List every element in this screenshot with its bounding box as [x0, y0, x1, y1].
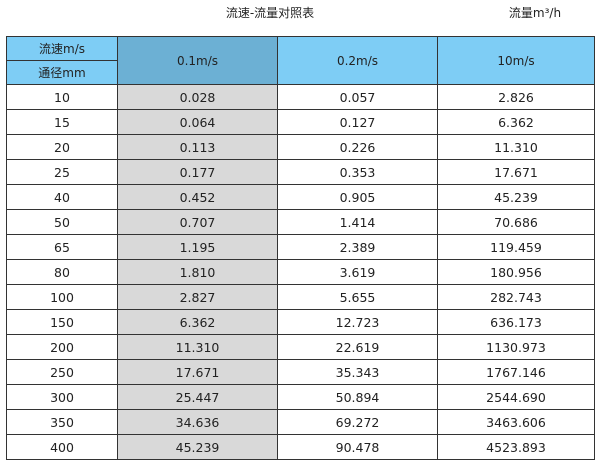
flow-cell: 0.064 [117, 109, 278, 135]
header-diameter: 通径mm [6, 60, 118, 85]
flow-cell: 0.353 [277, 159, 438, 185]
flow-cell: 0.177 [117, 159, 278, 185]
flow-cell: 0.707 [117, 209, 278, 235]
diameter-cell: 20 [6, 134, 118, 160]
flow-cell: 0.127 [277, 109, 438, 135]
flow-cell: 282.743 [437, 284, 595, 310]
header-col-2: 10m/s [437, 36, 595, 85]
table-row: 350 34.636 69.272 3463.606 [6, 409, 595, 435]
flow-cell: 0.113 [117, 134, 278, 160]
header-velocity: 流速m/s [6, 36, 118, 61]
flow-cell: 119.459 [437, 234, 595, 260]
flow-cell: 6.362 [117, 309, 278, 335]
diameter-cell: 25 [6, 159, 118, 185]
flow-cell: 45.239 [117, 434, 278, 460]
flow-cell: 0.452 [117, 184, 278, 210]
header-col-0: 0.1m/s [117, 36, 278, 85]
table-row: 10 0.028 0.057 2.826 [6, 84, 595, 110]
diameter-cell: 300 [6, 384, 118, 410]
flow-cell: 1.414 [277, 209, 438, 235]
diameter-cell: 250 [6, 359, 118, 385]
flow-cell: 11.310 [117, 334, 278, 360]
flow-cell: 25.447 [117, 384, 278, 410]
table-row: 65 1.195 2.389 119.459 [6, 234, 595, 260]
diameter-cell: 65 [6, 234, 118, 260]
diameter-cell: 50 [6, 209, 118, 235]
header-col-1: 0.2m/s [277, 36, 438, 85]
flow-cell: 34.636 [117, 409, 278, 435]
flow-cell: 70.686 [437, 209, 595, 235]
flow-cell: 22.619 [277, 334, 438, 360]
flow-cell: 2.826 [437, 84, 595, 110]
flow-cell: 636.173 [437, 309, 595, 335]
flow-cell: 35.343 [277, 359, 438, 385]
table-row: 400 45.239 90.478 4523.893 [6, 434, 595, 460]
flow-cell: 0.028 [117, 84, 278, 110]
table-row: 300 25.447 50.894 2544.690 [6, 384, 595, 410]
flow-cell: 50.894 [277, 384, 438, 410]
table-row: 50 0.707 1.414 70.686 [6, 209, 595, 235]
flow-cell: 3.619 [277, 259, 438, 285]
table-row: 250 17.671 35.343 1767.146 [6, 359, 595, 385]
flow-cell: 2.827 [117, 284, 278, 310]
flow-cell: 180.956 [437, 259, 595, 285]
table-row: 40 0.452 0.905 45.239 [6, 184, 595, 210]
diameter-cell: 15 [6, 109, 118, 135]
flow-cell: 2.389 [277, 234, 438, 260]
flow-cell: 90.478 [277, 434, 438, 460]
flow-cell: 1767.146 [437, 359, 595, 385]
flow-cell: 4523.893 [437, 434, 595, 460]
table-row: 80 1.810 3.619 180.956 [6, 259, 595, 285]
diameter-cell: 40 [6, 184, 118, 210]
flow-cell: 69.272 [277, 409, 438, 435]
diameter-cell: 400 [6, 434, 118, 460]
flow-cell: 1130.973 [437, 334, 595, 360]
flow-rate-table: 流速m/s 0.1m/s 0.2m/s 10m/s 通径mm 10 0.028 0.… [6, 36, 595, 460]
flow-cell: 6.362 [437, 109, 595, 135]
diameter-cell: 100 [6, 284, 118, 310]
flow-cell: 0.057 [277, 84, 438, 110]
diameter-cell: 200 [6, 334, 118, 360]
flow-cell: 12.723 [277, 309, 438, 335]
flow-cell: 0.226 [277, 134, 438, 160]
flow-cell: 1.195 [117, 234, 278, 260]
flow-cell: 2544.690 [437, 384, 595, 410]
table-title: 流速-流量对照表 [225, 6, 315, 20]
flow-cell: 5.655 [277, 284, 438, 310]
flow-cell: 45.239 [437, 184, 595, 210]
flow-cell: 11.310 [437, 134, 595, 160]
flow-cell: 1.810 [117, 259, 278, 285]
diameter-cell: 80 [6, 259, 118, 285]
diameter-cell: 350 [6, 409, 118, 435]
flow-cell: 17.671 [437, 159, 595, 185]
table-row: 25 0.177 0.353 17.671 [6, 159, 595, 185]
flow-cell: 0.905 [277, 184, 438, 210]
flow-cell: 17.671 [117, 359, 278, 385]
diameter-cell: 10 [6, 84, 118, 110]
table-row: 15 0.064 0.127 6.362 [6, 109, 595, 135]
flow-unit-label: 流量m³/h [508, 6, 562, 20]
flow-cell: 3463.606 [437, 409, 595, 435]
diameter-cell: 150 [6, 309, 118, 335]
table-row: 200 11.310 22.619 1130.973 [6, 334, 595, 360]
table-row: 100 2.827 5.655 282.743 [6, 284, 595, 310]
table-row: 150 6.362 12.723 636.173 [6, 309, 595, 335]
table-row: 20 0.113 0.226 11.310 [6, 134, 595, 160]
